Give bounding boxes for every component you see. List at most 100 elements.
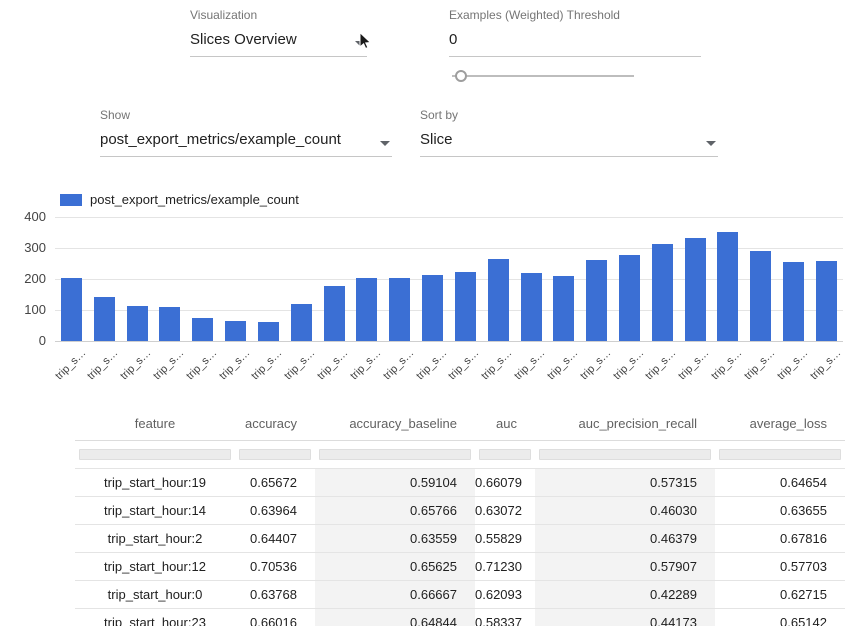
threshold-slider[interactable] [452,68,634,84]
x-tick-label: trip_s… [85,347,120,382]
slider-thumb[interactable] [455,70,467,82]
bar[interactable] [750,251,771,342]
bar-slot [350,217,383,341]
bar[interactable] [717,232,738,341]
bar[interactable] [652,244,673,341]
sort-by-control: Sort by Slice [420,108,718,157]
bar[interactable] [159,307,180,341]
x-tick: trip_s… [580,343,613,391]
mouse-cursor-icon [355,31,375,51]
show-label: Show [100,108,392,122]
bar-slot [547,217,580,341]
bar-slot [88,217,121,341]
bar-slot [679,217,712,341]
x-tick: trip_s… [810,343,843,391]
x-tick-label: trip_s… [414,347,449,382]
metric-cell: 0.63655 [715,496,845,524]
x-tick: trip_s… [55,343,88,391]
bar[interactable] [455,272,476,341]
bar[interactable] [619,255,640,341]
filter-cell [475,440,535,468]
bar[interactable] [225,321,246,341]
tfma-slicing-metrics-view: Visualization Slices Overview Examples (… [0,0,863,626]
bar[interactable] [94,297,115,341]
chevron-down-icon [380,141,390,146]
metric-cell: 0.44173 [535,608,715,626]
chart-y-axis: 0100200300400 [0,217,46,341]
filter-input[interactable] [239,449,311,460]
bar[interactable] [258,322,279,341]
filter-cell [315,440,475,468]
threshold-label: Examples (Weighted) Threshold [449,8,701,22]
metric-cell: 0.70536 [235,552,315,580]
threshold-control: Examples (Weighted) Threshold 0 [449,8,701,57]
metric-cell: 0.63964 [235,496,315,524]
bar-slot [712,217,745,341]
metric-cell: 0.58337 [475,608,535,626]
filter-input[interactable] [79,449,231,460]
x-tick-label: trip_s… [611,347,646,382]
slider-track[interactable] [452,75,634,77]
bar[interactable] [61,278,82,342]
column-header-feature[interactable]: feature [75,407,235,440]
feature-cell: trip_start_hour:2 [75,524,235,552]
metric-cell: 0.57907 [535,552,715,580]
filter-input[interactable] [479,449,531,460]
show-dropdown[interactable]: post_export_metrics/example_count [100,129,392,157]
column-header-accuracy[interactable]: accuracy [235,407,315,440]
bar[interactable] [127,306,148,341]
visualization-dropdown[interactable]: Slices Overview [190,29,367,57]
threshold-input[interactable]: 0 [449,29,701,57]
bar[interactable] [521,273,542,341]
bar[interactable] [389,278,410,341]
metric-cell: 0.67816 [715,524,845,552]
metric-cell: 0.65672 [235,468,315,496]
column-header-auc[interactable]: auc [475,407,535,440]
chart-x-axis: trip_s…trip_s…trip_s…trip_s…trip_s…trip_… [55,343,843,391]
y-tick-label: 100 [24,302,46,317]
bar[interactable] [324,286,345,341]
bar-slot [55,217,88,341]
metric-cell: 0.65766 [315,496,475,524]
bar[interactable] [488,259,509,341]
bar[interactable] [291,304,312,341]
x-tick: trip_s… [383,343,416,391]
bar[interactable] [685,238,706,341]
filter-cell [535,440,715,468]
x-tick-label: trip_s… [315,347,350,382]
x-tick-label: trip_s… [250,347,285,382]
x-tick: trip_s… [121,343,154,391]
table-row: trip_start_hour:190.656720.591040.660790… [75,468,845,496]
x-tick-label: trip_s… [742,347,777,382]
x-tick-label: trip_s… [282,347,317,382]
x-tick: trip_s… [744,343,777,391]
table-row: trip_start_hour:00.637680.666670.620930.… [75,580,845,608]
bar[interactable] [422,275,443,341]
column-header-average_loss[interactable]: average_loss [715,407,845,440]
x-tick: trip_s… [416,343,449,391]
table-row: trip_start_hour:120.705360.656250.712300… [75,552,845,580]
metric-cell: 0.65625 [315,552,475,580]
bar[interactable] [553,276,574,341]
bar[interactable] [586,260,607,341]
metric-cell: 0.66016 [235,608,315,626]
sort-by-dropdown[interactable]: Slice [420,129,718,157]
bar[interactable] [783,262,804,341]
column-header-auc_precision_recall[interactable]: auc_precision_recall [535,407,715,440]
bar-slot [613,217,646,341]
filter-input[interactable] [719,449,841,460]
feature-cell: trip_start_hour:23 [75,608,235,626]
table-header-row: featureaccuracyaccuracy_baselineaucauc_p… [75,407,845,440]
bar-slot [449,217,482,341]
bar[interactable] [816,261,837,341]
bar[interactable] [356,278,377,342]
y-tick-label: 0 [39,333,46,348]
filter-input[interactable] [319,449,471,460]
metric-cell: 0.62093 [475,580,535,608]
bar[interactable] [192,318,213,341]
filter-input[interactable] [539,449,711,460]
bar-slot [515,217,548,341]
column-header-accuracy_baseline[interactable]: accuracy_baseline [315,407,475,440]
feature-cell: trip_start_hour:0 [75,580,235,608]
metric-cell: 0.63559 [315,524,475,552]
